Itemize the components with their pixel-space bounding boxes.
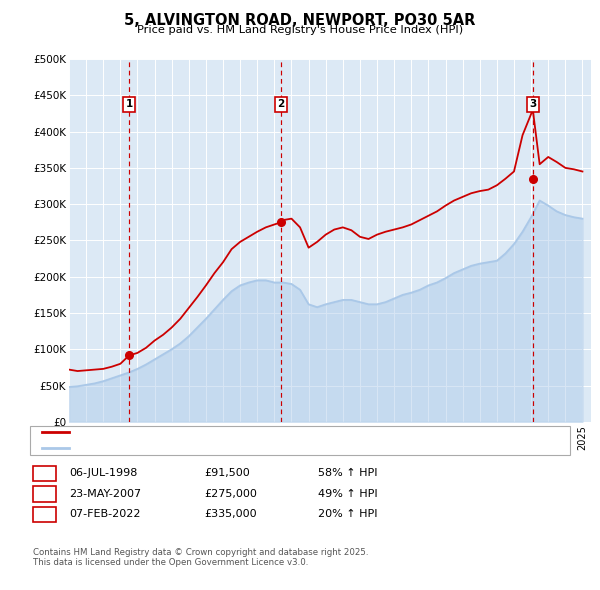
Text: 5, ALVINGTON ROAD, NEWPORT, PO30 5AR: 5, ALVINGTON ROAD, NEWPORT, PO30 5AR: [124, 13, 476, 28]
Text: 2: 2: [277, 99, 284, 109]
Text: Price paid vs. HM Land Registry's House Price Index (HPI): Price paid vs. HM Land Registry's House …: [137, 25, 463, 35]
Text: Contains HM Land Registry data © Crown copyright and database right 2025.
This d: Contains HM Land Registry data © Crown c…: [33, 548, 368, 567]
Text: 20% ↑ HPI: 20% ↑ HPI: [318, 510, 377, 519]
Text: 1: 1: [41, 468, 48, 478]
Text: HPI: Average price, semi-detached house, Isle of Wight: HPI: Average price, semi-detached house,…: [76, 443, 350, 453]
Text: £275,000: £275,000: [204, 489, 257, 499]
Text: £335,000: £335,000: [204, 510, 257, 519]
Text: 49% ↑ HPI: 49% ↑ HPI: [318, 489, 377, 499]
Text: 06-JUL-1998: 06-JUL-1998: [69, 468, 137, 478]
Text: 07-FEB-2022: 07-FEB-2022: [69, 510, 140, 519]
Text: 3: 3: [41, 510, 48, 519]
Text: 3: 3: [529, 99, 536, 109]
Text: 2: 2: [41, 489, 48, 499]
Text: 1: 1: [125, 99, 133, 109]
Text: 23-MAY-2007: 23-MAY-2007: [69, 489, 141, 499]
Text: £91,500: £91,500: [204, 468, 250, 478]
Text: 58% ↑ HPI: 58% ↑ HPI: [318, 468, 377, 478]
Text: 5, ALVINGTON ROAD, NEWPORT, PO30 5AR (semi-detached house): 5, ALVINGTON ROAD, NEWPORT, PO30 5AR (se…: [76, 427, 408, 437]
